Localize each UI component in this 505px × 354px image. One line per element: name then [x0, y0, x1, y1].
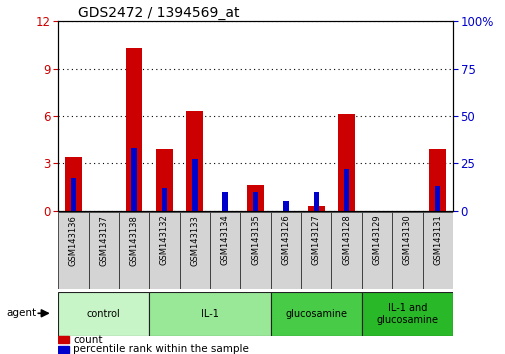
- Bar: [331, 212, 361, 289]
- Text: GDS2472 / 1394569_at: GDS2472 / 1394569_at: [78, 6, 239, 20]
- Bar: [126, 48, 142, 211]
- Bar: [300, 212, 331, 289]
- Bar: [131, 148, 136, 211]
- Bar: [240, 212, 270, 289]
- Bar: [307, 206, 324, 211]
- Bar: [58, 212, 88, 289]
- Bar: [222, 192, 227, 211]
- Text: GSM143129: GSM143129: [372, 215, 381, 265]
- Bar: [156, 149, 173, 211]
- Bar: [283, 201, 288, 211]
- Bar: [119, 212, 149, 289]
- Text: control: control: [87, 309, 120, 319]
- Bar: [270, 292, 361, 336]
- Text: GSM143134: GSM143134: [220, 215, 229, 266]
- Text: GSM143138: GSM143138: [129, 215, 138, 266]
- Text: IL-1 and
glucosamine: IL-1 and glucosamine: [376, 303, 437, 325]
- Text: GSM143136: GSM143136: [69, 215, 78, 266]
- Bar: [58, 346, 68, 353]
- Bar: [361, 292, 452, 336]
- Text: GSM143131: GSM143131: [432, 215, 441, 266]
- Text: GSM143126: GSM143126: [281, 215, 290, 266]
- Bar: [429, 149, 445, 211]
- Bar: [252, 192, 258, 211]
- Text: agent: agent: [6, 308, 36, 318]
- Text: GSM143132: GSM143132: [160, 215, 169, 266]
- Bar: [343, 169, 348, 211]
- Bar: [149, 212, 179, 289]
- Text: GSM143130: GSM143130: [402, 215, 411, 266]
- Bar: [149, 292, 270, 336]
- Bar: [270, 212, 300, 289]
- Text: glucosamine: glucosamine: [285, 309, 346, 319]
- Text: GSM143135: GSM143135: [250, 215, 260, 266]
- Bar: [58, 292, 149, 336]
- Text: GSM143137: GSM143137: [99, 215, 108, 266]
- Bar: [337, 114, 355, 211]
- Bar: [162, 188, 167, 211]
- Text: percentile rank within the sample: percentile rank within the sample: [73, 344, 248, 354]
- Bar: [391, 212, 422, 289]
- Bar: [210, 212, 240, 289]
- Bar: [434, 186, 439, 211]
- Bar: [88, 212, 119, 289]
- Bar: [179, 212, 210, 289]
- Text: GSM143133: GSM143133: [190, 215, 199, 266]
- Bar: [186, 111, 203, 211]
- Bar: [361, 212, 391, 289]
- Bar: [71, 178, 76, 211]
- Bar: [58, 336, 68, 343]
- Text: GSM143128: GSM143128: [341, 215, 350, 266]
- Text: IL-1: IL-1: [200, 309, 219, 319]
- Bar: [422, 212, 452, 289]
- Text: GSM143127: GSM143127: [311, 215, 320, 266]
- Bar: [192, 160, 197, 211]
- Text: count: count: [73, 335, 103, 344]
- Bar: [313, 192, 318, 211]
- Bar: [65, 157, 82, 211]
- Bar: [247, 185, 264, 211]
